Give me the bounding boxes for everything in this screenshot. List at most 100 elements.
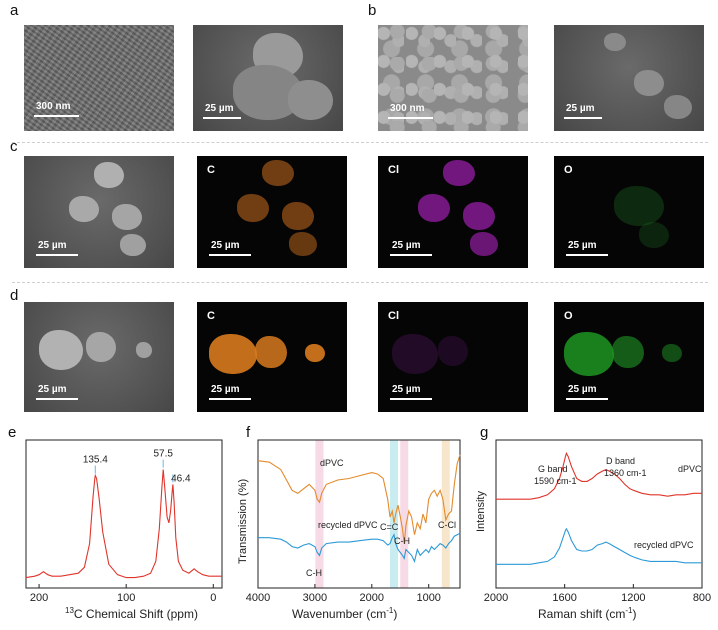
x-tick-label: 100 (117, 592, 135, 604)
series-label-recycled: recycled dPVC (634, 540, 694, 550)
particle (262, 160, 294, 186)
series-label-dpvc: dPVC (320, 458, 344, 468)
panel-label-b: b (368, 2, 377, 19)
series-line-0 (496, 451, 702, 500)
absorption-band (315, 440, 324, 588)
eds-map-d-oxygen: O 25 µm (554, 302, 704, 412)
particle (634, 70, 664, 96)
absorption-band (441, 440, 450, 588)
series-label-recycled: recycled dPVC (318, 520, 378, 530)
chart-g-raman: 2000 1600 1200 800 Intensity Raman shift (c… (475, 439, 711, 621)
scale-bar-label: 25 µm (38, 240, 67, 251)
x-tick-label: 2000 (484, 592, 508, 604)
particle (255, 336, 287, 368)
peak-label: 57.5 (153, 449, 173, 460)
annotation-g-band: G band (538, 464, 568, 474)
particle (305, 344, 325, 362)
eds-map-d-chlorine: Cl 25 µm (378, 302, 528, 412)
particle (94, 162, 124, 188)
x-tick-label: 0 (210, 592, 216, 604)
sem-image-b1: 300 nm (378, 25, 528, 131)
panel-label-c: c (10, 138, 18, 155)
scale-bar (390, 254, 432, 256)
absorption-band (400, 440, 409, 588)
plot-frame (25, 439, 223, 589)
element-label: Cl (388, 164, 399, 176)
plot-frame (257, 439, 461, 589)
particle (39, 330, 83, 370)
series-line-0 (257, 454, 461, 544)
particle (112, 204, 142, 230)
scale-bar (203, 117, 241, 119)
particle (288, 80, 333, 120)
sem-image-a2: 25 µm (193, 25, 343, 131)
particle (120, 234, 146, 256)
chart-e-nmr: 200 100 0 135.4 57.5 46.4 13C Chemical Shift … (25, 439, 223, 621)
panel-label-d: d (10, 287, 19, 304)
element-label: O (564, 164, 573, 176)
peak-label: 46.4 (171, 473, 191, 484)
annotation-cc: C=C (380, 522, 399, 532)
element-label: O (564, 310, 573, 322)
particle (289, 232, 317, 256)
particle (664, 95, 692, 119)
scale-bar (34, 115, 79, 117)
scale-bar-label: 25 µm (211, 384, 240, 395)
x-tick-label: 200 (30, 592, 48, 604)
scale-bar (566, 398, 608, 400)
annotation-g-band-pos: 1590 cm-1 (534, 476, 577, 486)
particle (136, 342, 152, 358)
sem-image-a1: 300 nm (24, 25, 174, 131)
x-tick-label: 2000 (360, 592, 384, 604)
chart-f-ftir: 4000 3000 2000 1000 Transmission (%) Wavenu… (237, 439, 461, 621)
scale-bar-label: 25 µm (568, 384, 597, 395)
scale-bar (209, 254, 251, 256)
scale-bar (566, 254, 608, 256)
scale-bar (209, 398, 251, 400)
particle (69, 196, 99, 222)
scale-bar-label: 300 nm (390, 103, 425, 114)
eds-map-c-chlorine: Cl 25 µm (378, 156, 528, 268)
sem-image-c: 25 µm (24, 156, 174, 268)
panel-label-e: e (8, 424, 17, 441)
scale-bar-label: 300 nm (36, 101, 71, 112)
series-line-0 (25, 469, 222, 579)
panel-label-f: f (246, 424, 251, 441)
particle (443, 160, 475, 186)
scale-bar-label: 25 µm (38, 384, 67, 395)
scale-bar-label: 25 µm (392, 240, 421, 251)
x-tick-label: 3000 (303, 592, 327, 604)
particle (392, 334, 438, 374)
peak-label: 135.4 (83, 455, 108, 466)
series-label-dpvc: dPVC (678, 464, 702, 474)
element-label: Cl (388, 310, 399, 322)
sem-image-d: 25 µm (24, 302, 174, 412)
scale-bar (390, 398, 432, 400)
scale-bar-label: 25 µm (566, 103, 595, 114)
sem-image-b2: 25 µm (554, 25, 704, 131)
annotation-d-band: D band (606, 456, 635, 466)
series-line-1 (258, 532, 461, 564)
particle (282, 202, 314, 230)
particle (470, 232, 498, 256)
y-axis-label: Transmission (%) (237, 479, 249, 564)
x-axis-label: Wavenumber (cm-1) (292, 606, 397, 621)
absorption-band (389, 440, 398, 588)
x-tick-label: 1600 (552, 592, 576, 604)
particle (604, 33, 626, 51)
particle (564, 332, 614, 376)
particle (209, 334, 257, 374)
annotation-d-band-pos: 1360 cm-1 (604, 468, 647, 478)
panel-label-g: g (480, 424, 489, 441)
panel-label-a: a (10, 2, 19, 19)
scale-bar-label: 25 µm (568, 240, 597, 251)
scale-bar-label: 25 µm (392, 384, 421, 395)
series-line-1 (496, 527, 702, 565)
particle (614, 186, 664, 226)
x-axis-label: Raman shift (cm-1) (538, 606, 636, 621)
scale-bar-label: 25 µm (211, 240, 240, 251)
eds-map-d-carbon: C 25 µm (197, 302, 347, 412)
particle (438, 336, 468, 366)
divider (12, 142, 708, 143)
annotation-ch-2920: C-H (306, 568, 322, 578)
